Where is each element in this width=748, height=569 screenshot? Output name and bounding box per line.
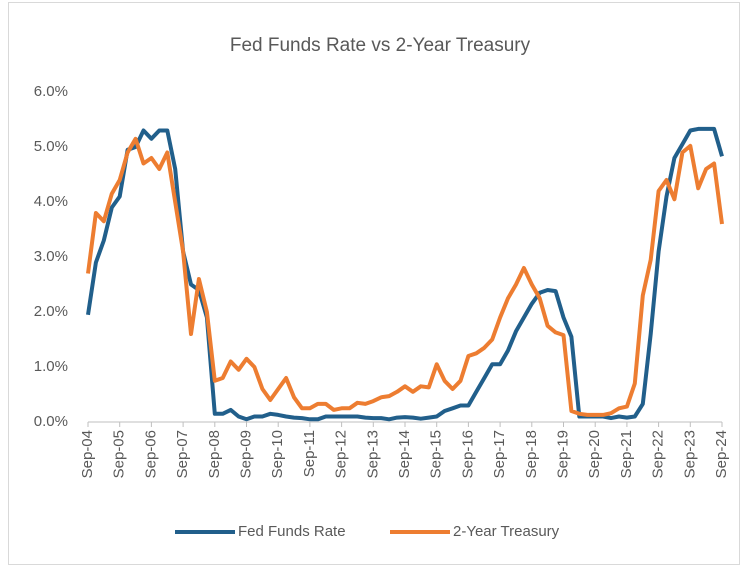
legend-label: 2-Year Treasury	[453, 523, 560, 540]
x-tick-label: Sep-08	[206, 430, 223, 478]
y-tick-label: 4.0%	[34, 193, 68, 210]
x-tick-label: Sep-24	[713, 430, 730, 478]
x-tick-label: Sep-14	[396, 430, 413, 478]
x-tick-label: Sep-16	[459, 430, 476, 478]
y-tick-label: 2.0%	[34, 303, 68, 320]
x-tick-label: Sep-18	[523, 430, 540, 478]
x-tick-label: Sep-21	[618, 430, 635, 478]
x-tick-label: Sep-15	[428, 430, 445, 478]
x-tick-label: Sep-22	[650, 430, 667, 478]
y-tick-label: 1.0%	[34, 358, 68, 375]
series-line	[86, 136, 724, 417]
x-tick-label: Sep-07	[174, 430, 191, 478]
x-tick-label: Sep-17	[491, 430, 508, 478]
chart-border	[8, 2, 740, 565]
y-tick-label: 6.0%	[34, 83, 68, 100]
y-tick-label: 0.0%	[34, 413, 68, 430]
x-tick-label: Sep-19	[554, 430, 571, 478]
x-tick-label: Sep-13	[364, 430, 381, 478]
x-tick-label: Sep-04	[79, 430, 96, 478]
x-tick-label: Sep-11	[301, 430, 318, 477]
chart-title: Fed Funds Rate vs 2-Year Treasury	[230, 35, 531, 56]
x-tick-label: Sep-23	[681, 430, 698, 478]
x-tick-label: Sep-05	[111, 430, 128, 478]
x-tick-label: Sep-10	[269, 430, 286, 478]
x-tick-label: Sep-09	[237, 430, 254, 478]
x-tick-label: Sep-20	[586, 430, 603, 478]
y-tick-label: 5.0%	[34, 138, 68, 155]
legend-label: Fed Funds Rate	[238, 523, 346, 540]
series-line	[86, 126, 724, 422]
y-tick-label: 3.0%	[34, 248, 68, 265]
x-tick-label: Sep-06	[142, 430, 159, 478]
x-tick-label: Sep-12	[333, 430, 350, 478]
